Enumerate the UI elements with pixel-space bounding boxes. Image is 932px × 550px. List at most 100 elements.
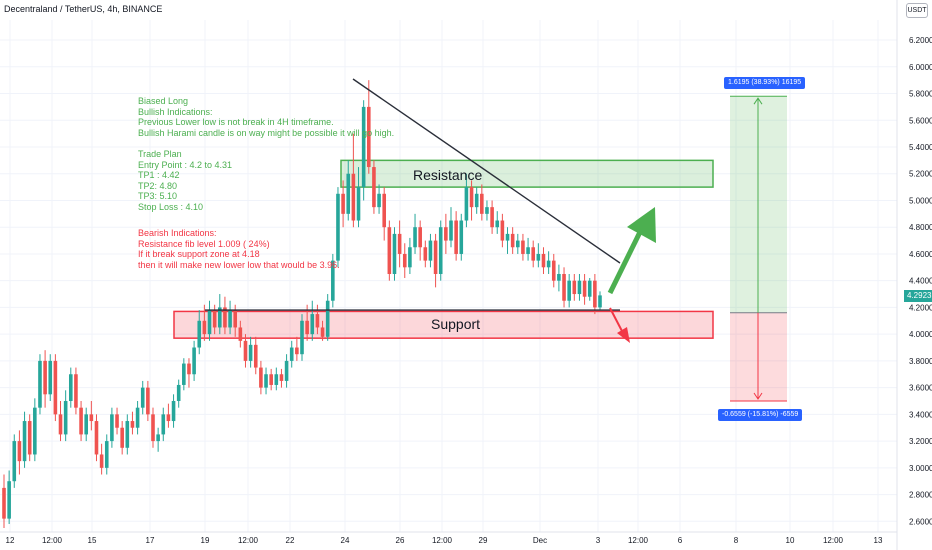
candle-body — [510, 233, 515, 248]
candle-body — [397, 233, 402, 254]
x-tick-label: 12:00 — [238, 536, 259, 545]
x-tick-label: 12 — [6, 536, 15, 545]
candle — [515, 233, 520, 254]
x-tick-label: 12:00 — [628, 536, 649, 545]
candle — [68, 367, 73, 408]
candle-body — [372, 167, 376, 208]
candles — [2, 80, 602, 528]
x-tick-label: 12:00 — [42, 536, 63, 545]
x-tick-label: 15 — [88, 536, 97, 545]
x-tick-label: 12:00 — [823, 536, 844, 545]
candle-body — [63, 400, 68, 435]
grid-lines — [0, 20, 897, 532]
bullish-arrow-shaft — [607, 230, 643, 295]
candle — [331, 253, 335, 308]
candle — [33, 398, 37, 462]
candle — [577, 273, 582, 301]
candle-body — [84, 414, 89, 435]
candle — [38, 354, 42, 415]
candle-body — [454, 220, 458, 254]
candle-body — [331, 260, 335, 301]
candle-body — [79, 407, 83, 435]
candle — [125, 414, 130, 455]
candle — [428, 233, 433, 268]
candle — [2, 474, 6, 528]
bullish-note[interactable]: Biased Long Bullish Indications: Previou… — [138, 96, 395, 212]
candle — [300, 314, 304, 361]
candle-body — [104, 441, 109, 468]
candle-body — [228, 310, 232, 328]
candle-body — [459, 220, 464, 254]
candle-body — [289, 347, 294, 361]
candle-body — [279, 374, 284, 381]
candle — [94, 414, 99, 462]
candle — [79, 400, 83, 442]
candle — [361, 100, 366, 201]
candle — [284, 354, 289, 388]
x-tick-label: 13 — [874, 536, 883, 545]
candle — [593, 273, 597, 315]
candle-body — [449, 220, 453, 241]
candle-body — [423, 247, 428, 261]
candle-body — [582, 280, 587, 297]
candle-body — [68, 374, 73, 401]
candle-body — [53, 360, 58, 415]
candle-body — [485, 207, 489, 214]
candle-body — [17, 441, 22, 462]
candle-body — [156, 434, 160, 442]
candle-body — [269, 374, 273, 385]
candle-body — [598, 295, 602, 308]
candle — [269, 368, 273, 391]
candle-body — [12, 441, 17, 482]
candle — [104, 434, 109, 475]
candle — [295, 336, 299, 361]
y-tick-label: 5.4000 — [909, 143, 932, 152]
candle — [423, 240, 428, 268]
stop-arrowhead — [753, 392, 763, 400]
x-tick-label: 24 — [341, 536, 350, 545]
candle-body — [207, 310, 212, 335]
candle — [161, 407, 166, 442]
candle — [197, 310, 202, 355]
candle-body — [361, 106, 366, 188]
candle-body — [161, 414, 166, 435]
x-tick-label: 29 — [479, 536, 488, 545]
y-tick-label: 4.0000 — [909, 330, 932, 339]
candle-body — [480, 193, 484, 214]
candle — [500, 213, 505, 248]
candle-body — [238, 327, 243, 341]
candle — [397, 220, 402, 268]
candle-body — [418, 227, 422, 248]
candle — [598, 291, 602, 311]
stop-tag[interactable]: -0.6559 (-15.81%) -6559 — [718, 409, 803, 421]
candle — [474, 187, 479, 214]
candle — [259, 360, 263, 395]
currency-label[interactable]: USDT — [906, 3, 928, 18]
y-tick-label: 6.0000 — [909, 63, 932, 72]
candle-body — [500, 220, 505, 241]
x-tick-label: 3 — [596, 536, 601, 545]
target-tag[interactable]: 1.6195 (38.93%) 16195 — [724, 77, 806, 89]
candle — [84, 407, 89, 442]
candle-body — [192, 347, 196, 375]
candle — [228, 300, 232, 335]
candle — [22, 411, 27, 468]
candle — [166, 403, 171, 428]
candle-body — [43, 360, 47, 395]
candle-body — [197, 320, 202, 348]
candle-body — [310, 314, 315, 335]
candle — [567, 273, 571, 308]
candle — [115, 407, 119, 435]
candle-body — [346, 173, 351, 214]
candle — [202, 304, 207, 341]
bearish-note[interactable]: Bearish Indications: Resistance fib leve… — [138, 228, 340, 270]
bearish-arrowhead — [617, 327, 630, 343]
chart-title: Decentraland / TetherUS, 4h, BINANCE — [4, 4, 163, 14]
candle-body — [295, 347, 299, 355]
candle — [135, 400, 140, 435]
candle-body — [351, 173, 356, 221]
candle — [341, 180, 345, 228]
candle-body — [464, 187, 469, 221]
candle-body — [176, 384, 181, 401]
